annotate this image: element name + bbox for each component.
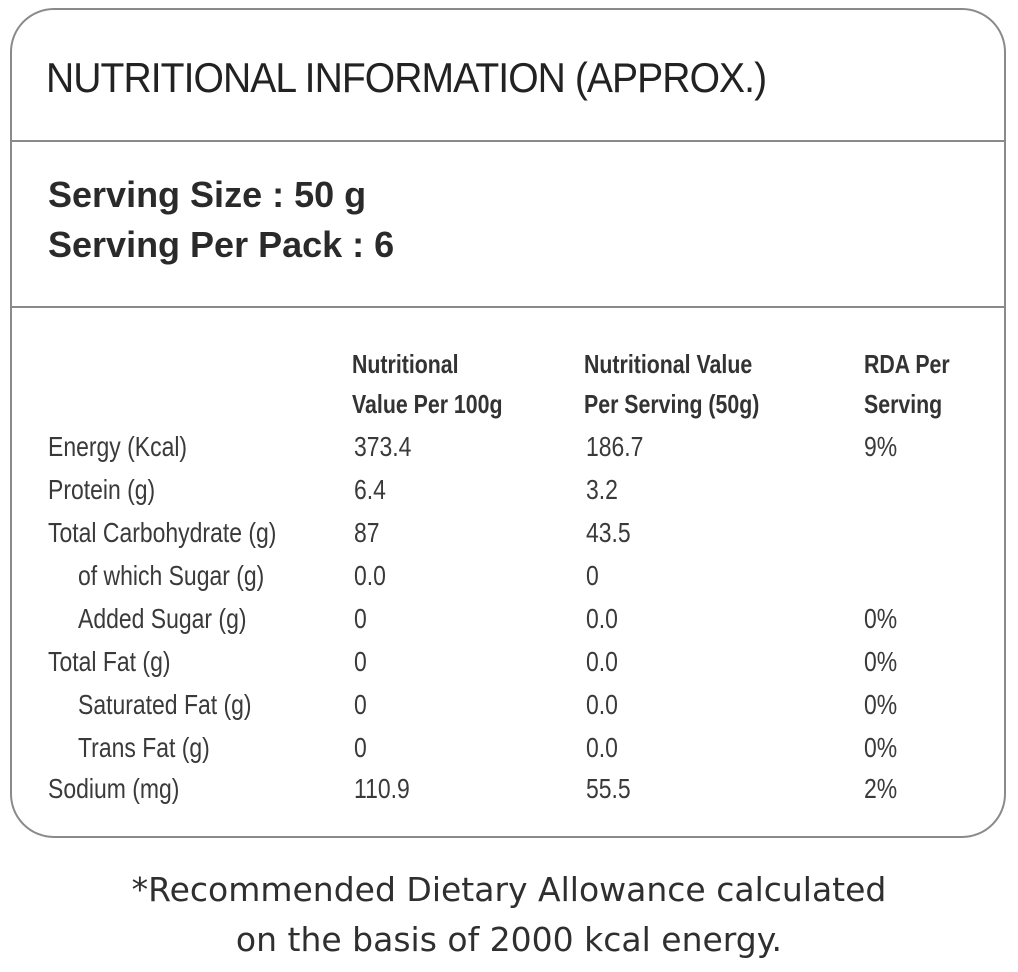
nutrient-name: Energy (Kcal): [48, 431, 188, 462]
table-row: Saturated Fat (g) 0 0.0 0%: [12, 684, 1004, 726]
nutrient-name: Total Fat (g): [48, 646, 171, 677]
header-per-100g-line1: Nutritional: [352, 349, 459, 379]
nutrient-name: Total Carbohydrate (g): [48, 517, 277, 548]
value-rda: 0%: [864, 689, 898, 720]
value-per-serving: 0: [586, 560, 599, 591]
value-per-100g: 0: [354, 603, 367, 634]
header-rda-line1: RDA Per: [864, 349, 950, 379]
value-per-100g: 0: [354, 689, 367, 720]
table-row: Total Carbohydrate (g) 87 43.5: [12, 512, 1004, 554]
nutrition-label-panel: NUTRITIONAL INFORMATION (APPROX.) Servin…: [10, 8, 1006, 838]
value-per-100g: 0: [354, 732, 367, 763]
value-per-serving: 0.0: [586, 732, 618, 763]
table-row: Energy (Kcal) 373.4 186.7 9%: [12, 426, 1004, 468]
value-per-serving: 55.5: [586, 773, 631, 804]
table-row: Sodium (mg) 110.9 55.5 2%: [12, 768, 1004, 810]
header-per-100g: Nutritional Value Per 100g: [352, 344, 503, 424]
serving-per-pack: Serving Per Pack : 6: [48, 224, 395, 265]
nutrient-name: of which Sugar (g): [78, 560, 265, 591]
value-rda: 9%: [864, 431, 898, 462]
value-per-100g: 6.4: [354, 474, 386, 505]
value-rda: 0%: [864, 646, 898, 677]
value-per-100g: 87: [354, 517, 380, 548]
header-per-100g-line2: Value Per 100g: [352, 389, 503, 419]
title-section: NUTRITIONAL INFORMATION (APPROX.): [12, 10, 1004, 142]
nutrient-name: Sodium (mg): [48, 773, 180, 804]
serving-size: Serving Size : 50 g: [48, 174, 367, 215]
table-row: Trans Fat (g) 0 0.0 0%: [12, 727, 1004, 769]
value-per-serving: 43.5: [586, 517, 631, 548]
nutrient-name: Added Sugar (g): [78, 603, 247, 634]
header-rda: RDA Per Serving: [864, 344, 950, 424]
value-per-100g: 0: [354, 646, 367, 677]
value-per-serving: 3.2: [586, 474, 618, 505]
value-rda: 0%: [864, 732, 898, 763]
footnote-line-2: on the basis of 2000 kcal energy.: [235, 920, 783, 959]
label-title: NUTRITIONAL INFORMATION (APPROX.): [46, 54, 767, 101]
header-per-serving: Nutritional Value Per Serving (50g): [584, 344, 759, 424]
header-per-serving-line1: Nutritional Value: [584, 349, 753, 379]
table-row: Total Fat (g) 0 0.0 0%: [12, 641, 1004, 683]
value-per-serving: 0.0: [586, 689, 618, 720]
table-row: Protein (g) 6.4 3.2: [12, 469, 1004, 511]
value-per-serving: 186.7: [586, 431, 644, 462]
value-per-serving: 0.0: [586, 603, 618, 634]
nutrient-name: Protein (g): [48, 474, 156, 505]
nutrient-name: Trans Fat (g): [78, 732, 210, 763]
value-per-100g: 373.4: [354, 431, 412, 462]
serving-section: Serving Size : 50 g Serving Per Pack : 6: [12, 140, 1004, 308]
nutrient-name: Saturated Fat (g): [78, 689, 252, 720]
header-rda-line2: Serving: [864, 389, 943, 419]
header-per-serving-line2: Per Serving (50g): [584, 389, 760, 419]
footnote-line-1: *Recommended Dietary Allowance calculate…: [131, 870, 887, 909]
value-per-100g: 0.0: [354, 560, 386, 591]
value-rda: 0%: [864, 603, 898, 634]
value-per-100g: 110.9: [354, 773, 410, 804]
value-rda: 2%: [864, 773, 898, 804]
value-per-serving: 0.0: [586, 646, 618, 677]
table-row: Added Sugar (g) 0 0.0 0%: [12, 598, 1004, 640]
table-row: of which Sugar (g) 0.0 0: [12, 555, 1004, 597]
